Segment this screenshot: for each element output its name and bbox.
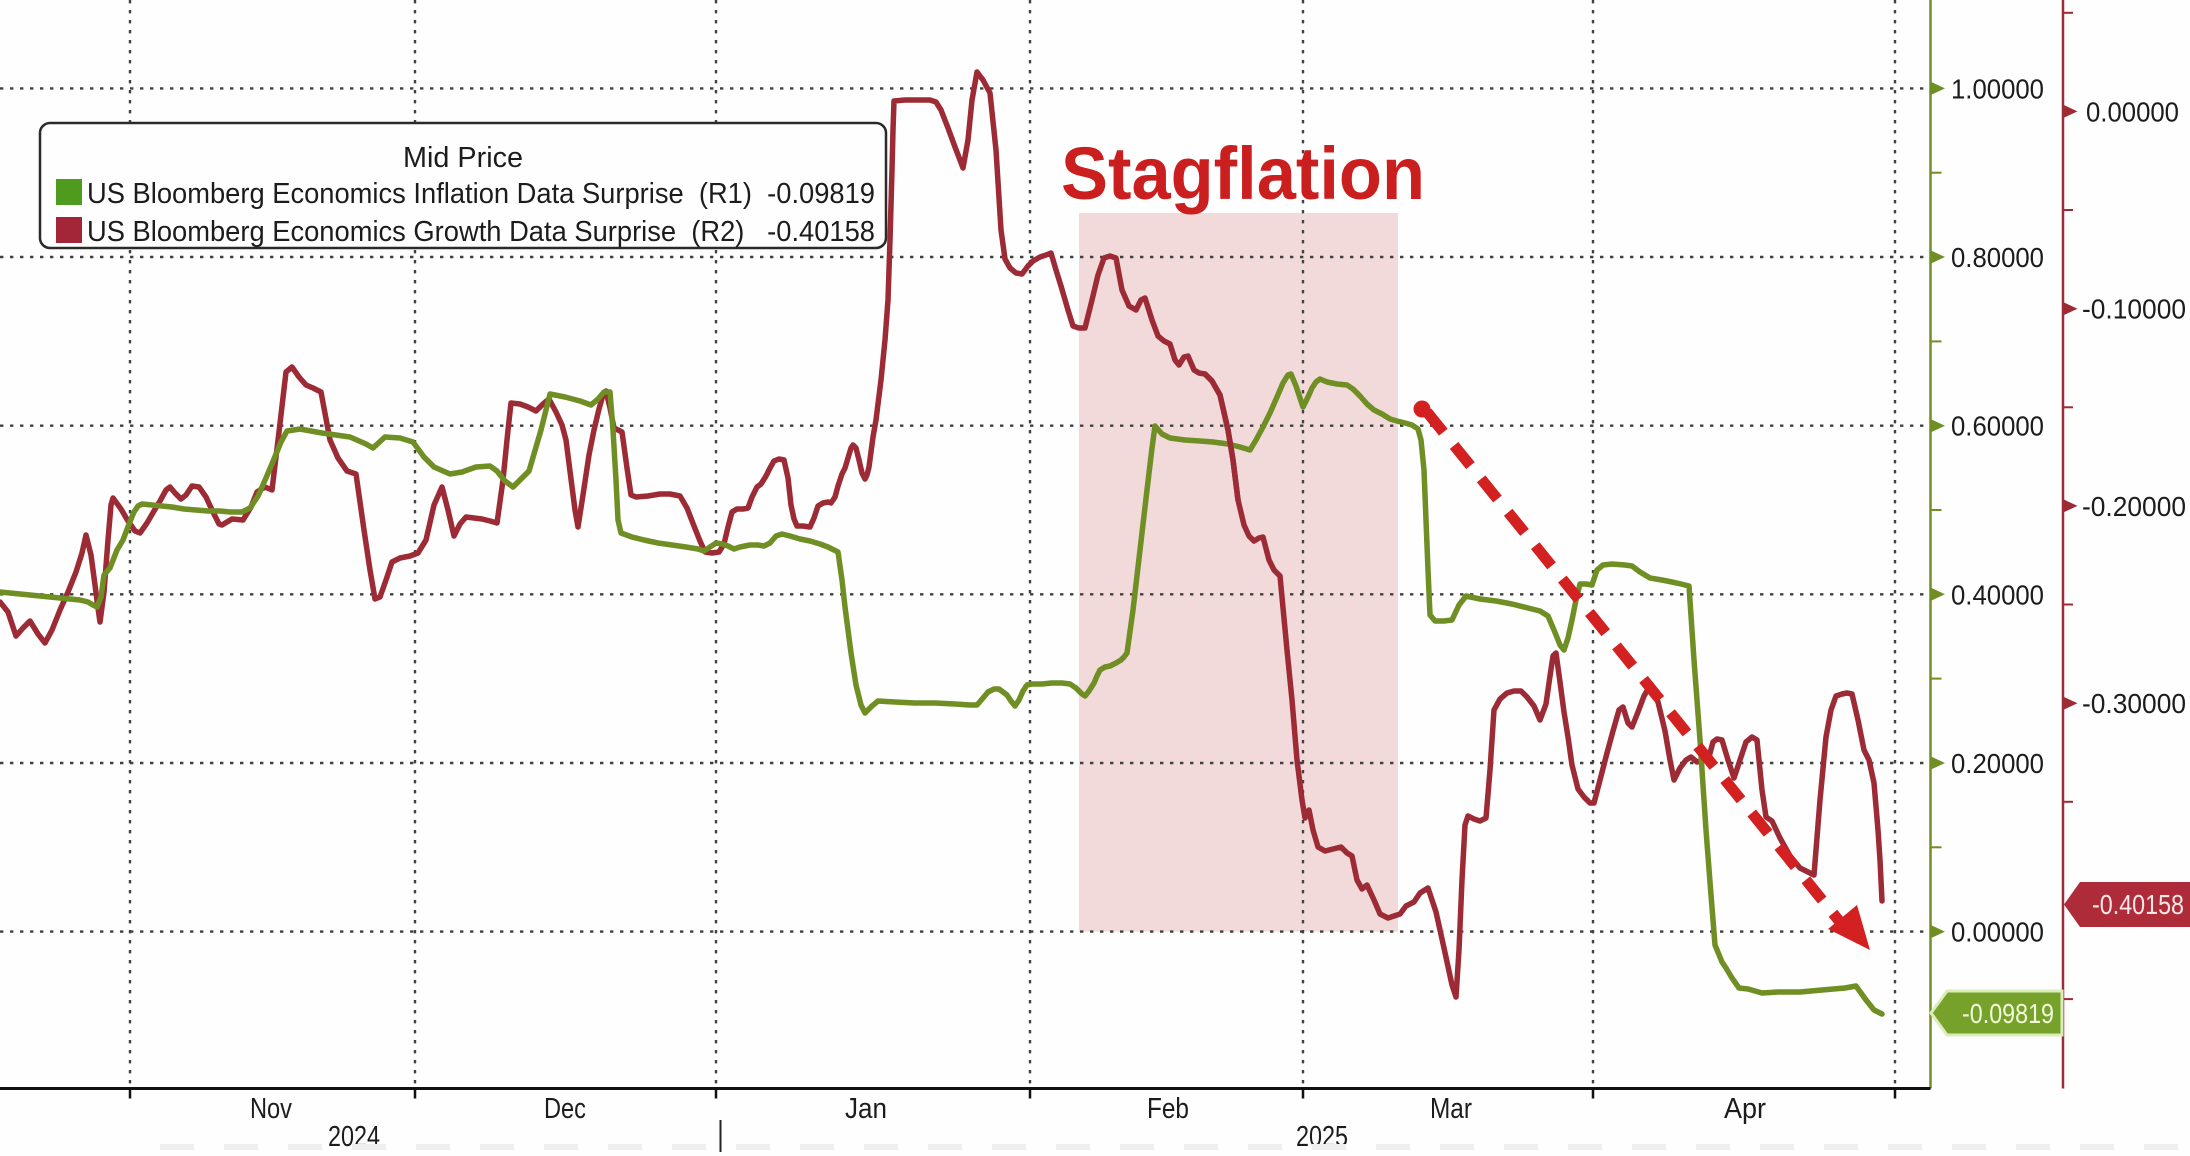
svg-text:Mid Price: Mid Price xyxy=(403,142,523,174)
svg-text:0.00000: 0.00000 xyxy=(1951,917,2044,948)
svg-text:1.00000: 1.00000 xyxy=(1951,73,2044,104)
svg-text:-0.10000: -0.10000 xyxy=(2082,294,2186,325)
svg-text:-0.30000: -0.30000 xyxy=(2082,688,2186,719)
svg-text:Dec: Dec xyxy=(544,1093,586,1125)
svg-text:US Bloomberg Economics Growth: US Bloomberg Economics Growth Data Surpr… xyxy=(87,216,875,248)
svg-text:Stagflation: Stagflation xyxy=(1061,132,1425,215)
svg-text:Nov: Nov xyxy=(250,1093,292,1125)
svg-text:Mar: Mar xyxy=(1430,1093,1472,1125)
svg-text:Apr: Apr xyxy=(1724,1093,1766,1125)
svg-text:Feb: Feb xyxy=(1147,1093,1189,1125)
svg-text:0.20000: 0.20000 xyxy=(1951,748,2044,779)
svg-text:0.00000: 0.00000 xyxy=(2086,96,2179,127)
svg-text:US Bloomberg Economics Inflati: US Bloomberg Economics Inflation Data Su… xyxy=(87,178,875,210)
svg-text:-0.20000: -0.20000 xyxy=(2082,491,2186,522)
svg-text:0.80000: 0.80000 xyxy=(1951,242,2044,273)
svg-text:0.40000: 0.40000 xyxy=(1951,579,2044,610)
svg-text:Jan: Jan xyxy=(845,1093,887,1125)
svg-text:-0.40158: -0.40158 xyxy=(2092,889,2184,920)
svg-text:-0.09819: -0.09819 xyxy=(1962,998,2054,1029)
svg-text:0.60000: 0.60000 xyxy=(1951,411,2044,442)
